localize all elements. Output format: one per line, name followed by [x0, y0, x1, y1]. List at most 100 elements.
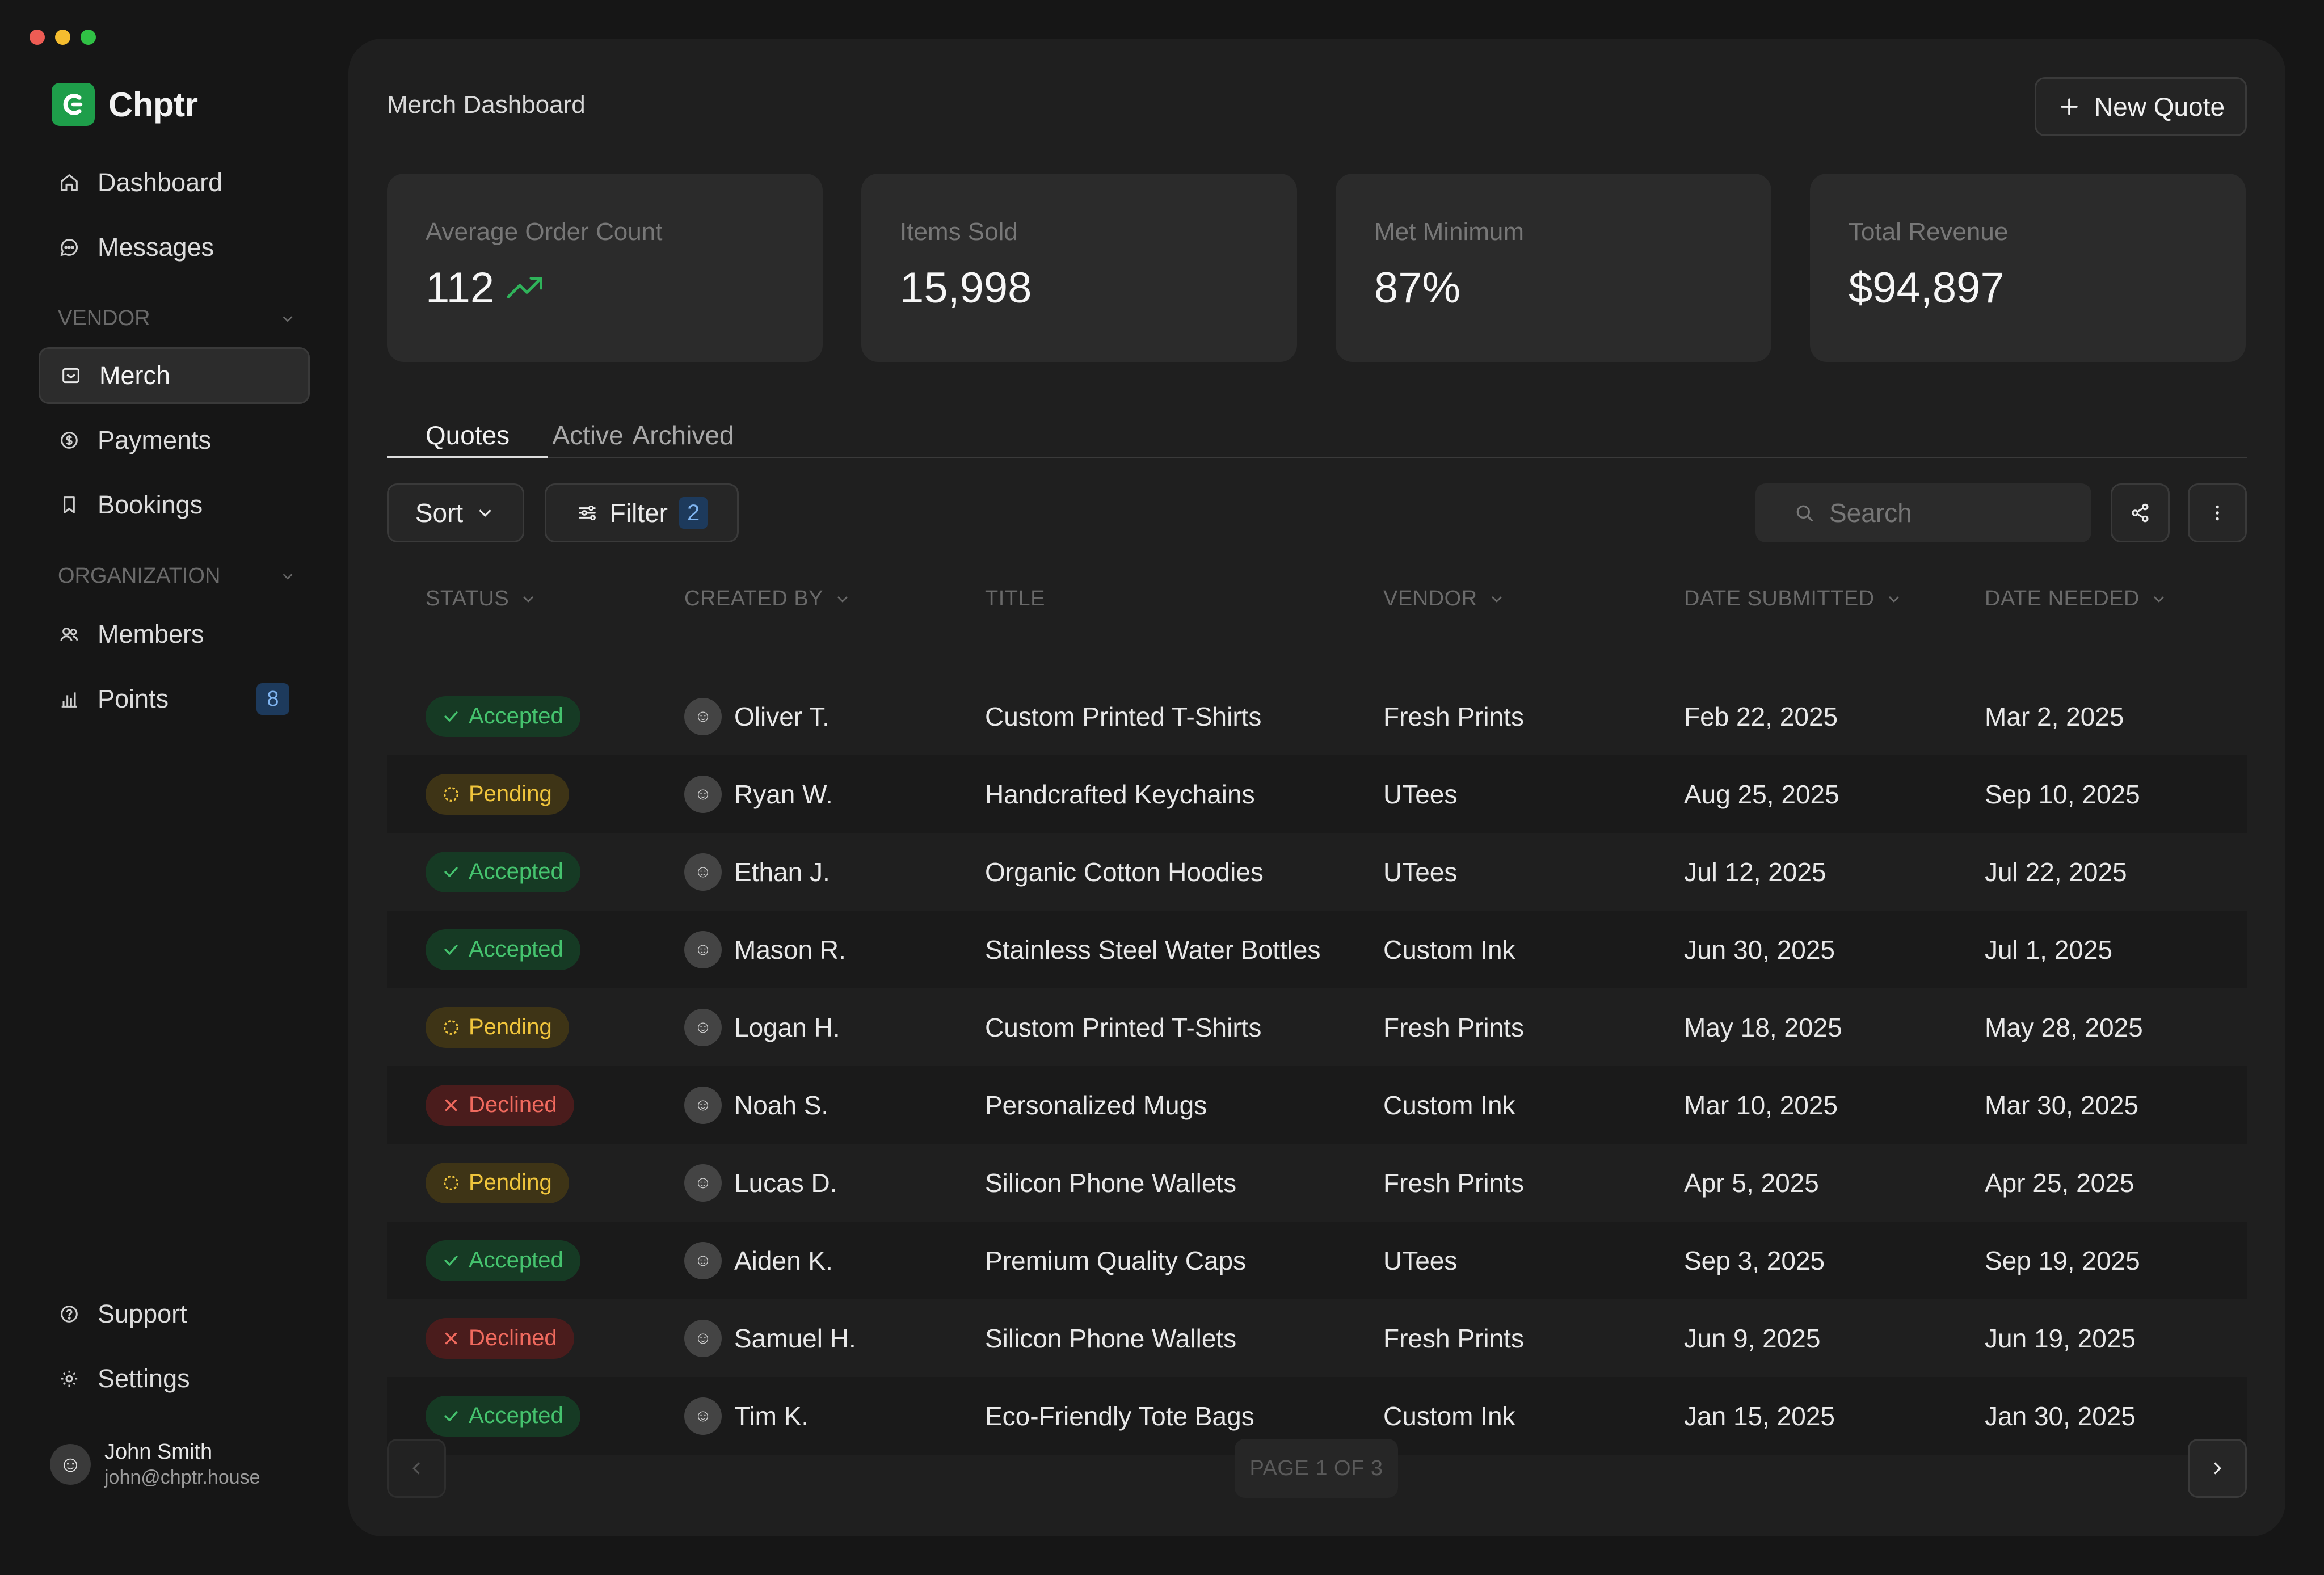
vendor-cell-text: UTees [1383, 857, 1458, 887]
stat-label: Average Order Count [426, 218, 663, 246]
status-label: Accepted [469, 704, 563, 728]
status-badge: Accepted [426, 1395, 580, 1437]
table-row[interactable]: Accepted ☺ Mason R. Stainless Steel Water B… [387, 911, 2247, 988]
sidebar-item-dashboard[interactable]: Dashboard [39, 154, 310, 211]
table-row[interactable]: Pending ☺ Lucas D. Silicon Phone Wallets Fre… [387, 1144, 2247, 1222]
status-badge: Accepted [426, 1240, 580, 1281]
date-submitted-cell-text: Jan 15, 2025 [1684, 1401, 1835, 1431]
sidebar-item-label: Payments [98, 426, 212, 454]
sidebar-item-label: Members [98, 620, 204, 648]
tab-quotes[interactable]: Quotes [387, 411, 548, 458]
table-row[interactable]: Declined ☺ Noah S. Personalized Mugs Custom … [387, 1066, 2247, 1144]
date-needed-cell: Sep 10, 2025 [1985, 755, 2140, 833]
created-by-cell-text: Samuel H. [734, 1323, 856, 1353]
bookmark-icon [64, 496, 75, 513]
vendor-cell: Custom Ink [1383, 911, 1515, 988]
vendor-cell-text: Custom Ink [1383, 934, 1515, 965]
status-cell: Accepted [426, 1222, 580, 1299]
title-cell: Custom Printed T-Shirts [985, 677, 1261, 755]
column-header-date-needed[interactable]: DATE NEEDED [1985, 587, 2168, 611]
column-header-status[interactable]: STATUS [426, 587, 537, 611]
table-row[interactable]: Declined ☺ Samuel H. Silicon Phone Wallets F… [387, 1299, 2247, 1377]
previous-page-button[interactable] [387, 1439, 446, 1498]
vendor-cell: Fresh Prints [1383, 677, 1524, 755]
title-cell: Personalized Mugs [985, 1066, 1207, 1144]
dollar-coin-icon [61, 432, 78, 449]
avatar: ☺ [684, 930, 722, 968]
title-cell-text: Silicon Phone Wallets [985, 1323, 1237, 1353]
title-cell-text: Silicon Phone Wallets [985, 1168, 1237, 1198]
tab-bar: Quotes Active Archived [387, 411, 2247, 458]
sort-label: Sort [415, 498, 464, 528]
date-submitted-cell-text: Jun 9, 2025 [1684, 1323, 1821, 1353]
filter-button[interactable]: Filter 2 [545, 483, 739, 542]
vendor-cell-text: Fresh Prints [1383, 1168, 1524, 1198]
help-circle-icon [61, 1306, 78, 1323]
page-title: Merch Dashboard [387, 91, 586, 119]
created-by-cell: ☺ Ryan W. [684, 755, 833, 833]
vendor-cell-text: Fresh Prints [1383, 1323, 1524, 1353]
date-needed-cell: Mar 30, 2025 [1985, 1066, 2138, 1144]
page-indicator: PAGE 1 OF 3 [1235, 1439, 1398, 1498]
pagination: PAGE 1 OF 3 [387, 1439, 2247, 1498]
chevron-down-icon [283, 315, 293, 322]
vendor-cell: UTees [1383, 833, 1457, 911]
share-button[interactable] [2111, 483, 2170, 542]
column-header-date-submitted[interactable]: DATE SUBMITTED [1684, 587, 1903, 611]
status-cell: Pending [426, 988, 569, 1066]
new-quote-button[interactable]: New Quote [2035, 77, 2247, 136]
minimize-window-button[interactable] [55, 30, 70, 45]
maximize-window-button[interactable] [81, 30, 96, 45]
created-by-cell: ☺ Samuel H. [684, 1299, 856, 1377]
next-page-button[interactable] [2188, 1439, 2247, 1498]
sidebar-item-points[interactable]: Points 8 [39, 671, 310, 727]
sidebar-item-merch[interactable]: Merch [39, 347, 310, 404]
sidebar-item-support[interactable]: Support [39, 1286, 310, 1342]
more-options-button[interactable] [2188, 483, 2247, 542]
title-cell: Premium Quality Caps [985, 1222, 1246, 1299]
column-header-vendor[interactable]: VENDOR [1383, 587, 1506, 611]
title-cell-text: Premium Quality Caps [985, 1245, 1247, 1275]
more-vertical-icon [2216, 505, 2219, 521]
sort-button[interactable]: Sort [387, 483, 524, 542]
status-label: Accepted [469, 1403, 563, 1428]
organization-section-header[interactable]: ORGANIZATION [58, 564, 296, 588]
vendor-cell-text: UTees [1383, 779, 1458, 809]
table-row[interactable]: Pending ☺ Logan H. Custom Printed T-Shirts F… [387, 988, 2247, 1066]
close-window-button[interactable] [30, 30, 45, 45]
pending-dashed-circle-icon [444, 786, 458, 802]
sidebar-item-label: Merch [99, 361, 171, 390]
created-by-cell: ☺ Lucas D. [684, 1144, 837, 1222]
status-label: Accepted [469, 859, 563, 884]
date-needed-cell-text: Jul 1, 2025 [1985, 934, 2113, 965]
tab-active[interactable]: Active [552, 420, 624, 450]
status-cell: Declined [426, 1066, 574, 1144]
sidebar-item-payments[interactable]: Payments [39, 412, 310, 469]
created-by-cell-text: Mason R. [734, 934, 846, 965]
table-row[interactable]: Pending ☺ Ryan W. Handcrafted Keychains UTee… [387, 755, 2247, 833]
table-row[interactable]: Accepted ☺ Ethan J. Organic Cotton Hoodies U… [387, 833, 2247, 911]
search-input[interactable]: Search [1755, 483, 2091, 542]
sidebar-item-members[interactable]: Members [39, 606, 310, 663]
date-needed-cell: Jul 1, 2025 [1985, 911, 2112, 988]
title-cell-text: Handcrafted Keychains [985, 779, 1255, 809]
sidebar-item-label: Support [98, 1299, 187, 1328]
chevron-right-icon [2214, 1462, 2221, 1475]
user-profile[interactable]: ☺ John Smith john@chptr.house [50, 1440, 260, 1489]
sidebar-item-bookings[interactable]: Bookings [39, 477, 310, 533]
trending-up-icon [507, 276, 543, 298]
date-submitted-cell: Jun 9, 2025 [1684, 1299, 1820, 1377]
vendor-section-header[interactable]: VENDOR [58, 306, 296, 331]
date-needed-cell-text: Sep 10, 2025 [1985, 779, 2140, 809]
table-row[interactable]: Accepted ☺ Aiden K. Premium Quality Caps UTe… [387, 1222, 2247, 1299]
date-submitted-cell-text: Apr 5, 2025 [1684, 1168, 1819, 1198]
chptr-logo-icon [52, 83, 95, 126]
brand[interactable]: Chptr [52, 83, 198, 126]
table-row[interactable]: Accepted ☺ Oliver T. Custom Printed T-Shirt… [387, 677, 2247, 755]
column-header-created-by[interactable]: CREATED BY [684, 587, 852, 611]
sidebar-item-settings[interactable]: Settings [39, 1350, 310, 1407]
tab-archived[interactable]: Archived [632, 420, 734, 450]
gear-icon [61, 1370, 78, 1387]
sidebar-item-messages[interactable]: Messages [39, 219, 310, 276]
